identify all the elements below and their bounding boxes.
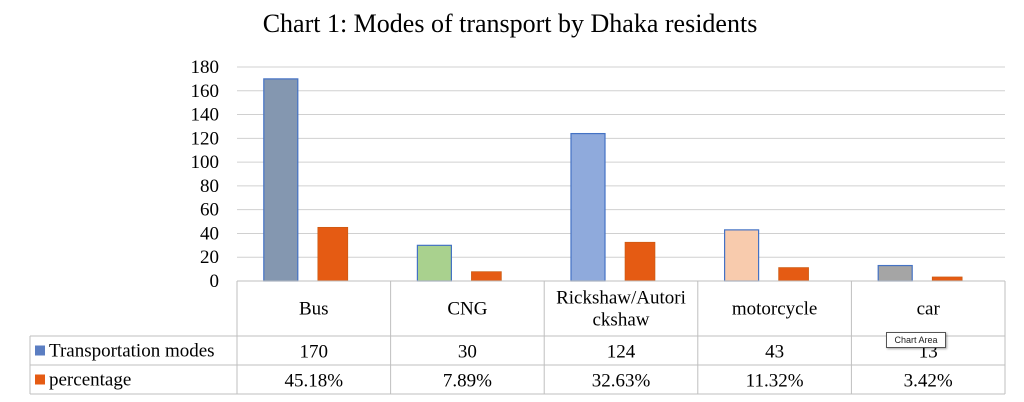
gridlines <box>237 66 1005 258</box>
category-label: motorcycle <box>732 299 817 320</box>
data-cell: 43 <box>765 342 784 363</box>
category-label: ckshaw <box>593 310 650 331</box>
bar-percentage-2 <box>624 241 656 282</box>
y-tick-label: 140 <box>191 105 220 126</box>
data-cell: 30 <box>458 342 477 363</box>
category-label: car <box>917 299 941 320</box>
chart-title: Chart 1: Modes of transport by Dhaka res… <box>263 9 758 38</box>
category-label: Bus <box>299 299 329 320</box>
legend-label-1: percentage <box>49 370 131 391</box>
legend-swatch-0 <box>35 345 45 356</box>
bar-percentage-1 <box>471 271 502 282</box>
category-label: Rickshaw/Autori <box>556 288 686 309</box>
y-tick-label: 100 <box>191 152 220 173</box>
data-cell: 7.89% <box>443 371 492 392</box>
data-cell: 170 <box>300 342 329 363</box>
data-cell: 3.42% <box>904 371 953 392</box>
bar-transportation-1 <box>416 244 452 282</box>
y-tick-label: 160 <box>191 81 220 102</box>
y-tick-label: 0 <box>210 271 220 292</box>
bar-percentage-4 <box>931 276 963 282</box>
y-tick-label: 40 <box>200 223 219 244</box>
y-tick-label: 80 <box>200 176 219 197</box>
bars <box>263 78 963 282</box>
chart-area-tooltip: Chart Area <box>886 332 946 348</box>
bar-transportation-4 <box>877 264 913 282</box>
data-cell: 45.18% <box>285 371 344 392</box>
bar-percentage-3 <box>778 267 809 282</box>
data-cell: 11.32% <box>746 371 804 392</box>
legend-swatch-1 <box>35 374 45 385</box>
bar-transportation-2 <box>570 132 606 282</box>
bar-transportation-0 <box>263 78 299 282</box>
bar-percentage-0 <box>317 226 349 282</box>
bar-transportation-3 <box>723 229 760 282</box>
y-tick-label: 120 <box>191 128 220 149</box>
legend-label-0: Transportation modes <box>49 341 215 362</box>
category-label: CNG <box>447 299 487 320</box>
y-tick-label: 180 <box>191 57 220 78</box>
data-cell: 32.63% <box>592 371 651 392</box>
data-cell: 124 <box>607 342 636 363</box>
y-tick-label: 60 <box>200 200 219 221</box>
y-tick-label: 20 <box>200 247 219 268</box>
